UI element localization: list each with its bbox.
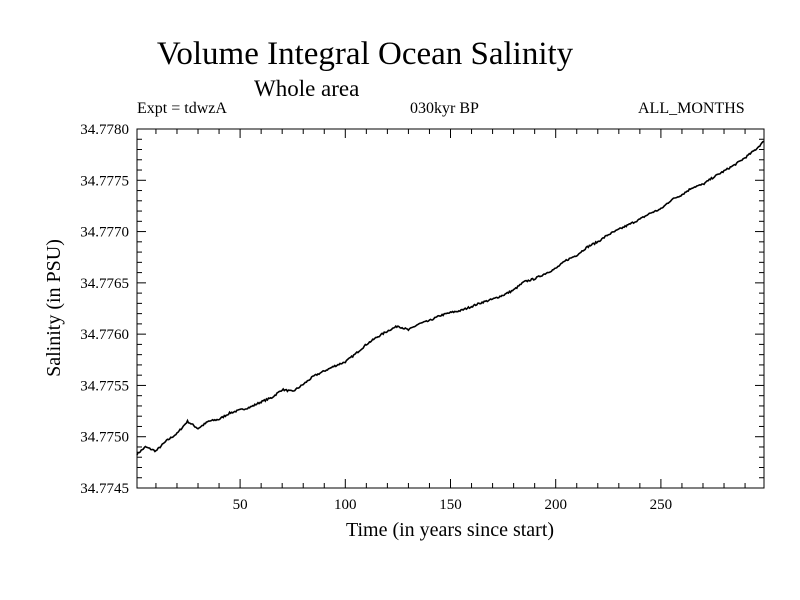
salinity-series-line bbox=[136, 140, 765, 456]
x-tick-label: 50 bbox=[233, 497, 248, 513]
x-tick-label: 250 bbox=[650, 497, 673, 513]
plot-frame bbox=[136, 128, 765, 489]
y-tick-label: 34.7750 bbox=[80, 430, 129, 446]
x-tick-label: 100 bbox=[334, 497, 357, 513]
period-label: 030kyr BP bbox=[410, 100, 479, 117]
chart-title: Volume Integral Ocean Salinity bbox=[156, 36, 574, 72]
y-tick-label: 34.7755 bbox=[80, 378, 129, 394]
tick-labels: 50 100 150 200 250 34.7745 34.7750 34.7755 34.77… bbox=[80, 122, 672, 513]
y-tick-label: 34.7745 bbox=[80, 481, 129, 497]
experiment-label: Expt = tdwzA bbox=[137, 100, 227, 117]
x-axis-label: Time (in years since start) bbox=[346, 519, 554, 541]
x-tick-label: 200 bbox=[544, 497, 567, 513]
y-tick-label: 34.7770 bbox=[80, 225, 129, 241]
y-axis-label: Salinity (in PSU) bbox=[43, 239, 65, 377]
x-tick-label: 150 bbox=[439, 497, 462, 513]
y-tick-label: 34.7780 bbox=[80, 122, 129, 138]
y-tick-label: 34.7760 bbox=[80, 327, 129, 343]
season-label: ALL_MONTHS bbox=[638, 100, 745, 117]
y-tick-label: 34.7775 bbox=[80, 173, 129, 189]
y-tick-label: 34.7765 bbox=[80, 276, 129, 292]
chart-subtitle: Whole area bbox=[254, 76, 360, 101]
axis-ticks bbox=[137, 128, 764, 489]
